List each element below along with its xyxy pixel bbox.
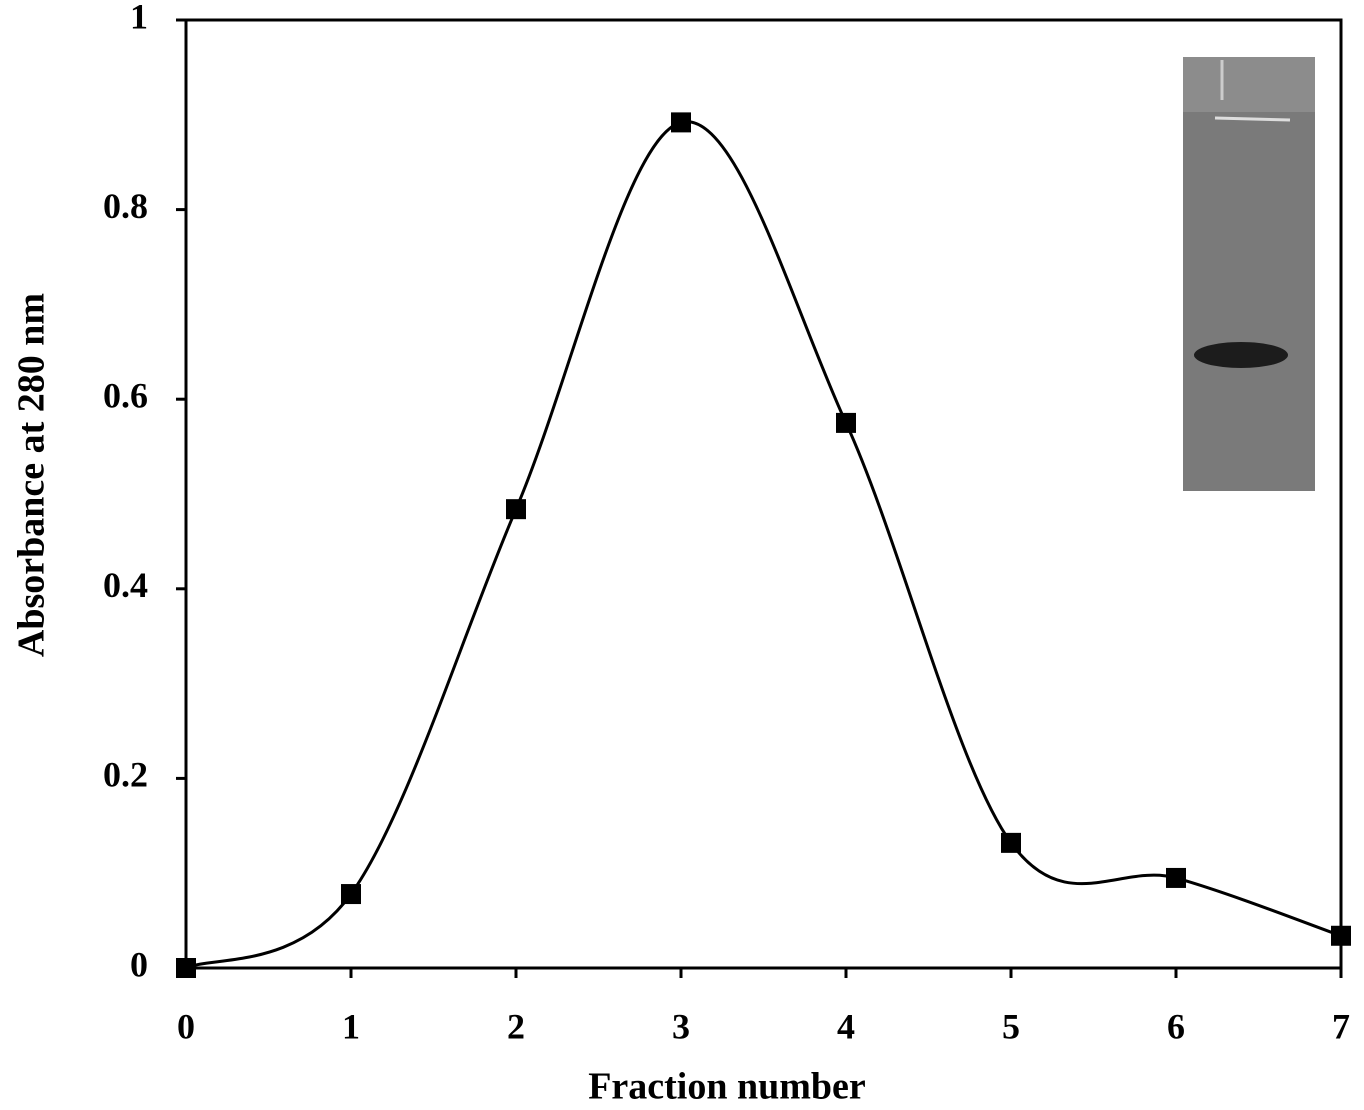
data-point — [176, 958, 196, 978]
data-point — [1331, 925, 1351, 946]
x-tick-label: 6 — [1167, 1006, 1185, 1046]
data-line — [185, 120, 1342, 970]
y-axis-title: Absorbance at 280 nm — [11, 293, 53, 657]
y-tick-label: 0.4 — [103, 565, 148, 605]
data-point — [836, 412, 856, 433]
x-tick-label: 7 — [1332, 1006, 1350, 1046]
y-tick-label: 1 — [130, 0, 148, 36]
gel-background — [1183, 57, 1315, 491]
x-tick-label: 4 — [837, 1006, 855, 1046]
gel-inset — [1183, 57, 1315, 491]
x-tick-label: 0 — [177, 1006, 195, 1046]
x-axis-title: Fraction number — [588, 1066, 866, 1108]
data-point — [1166, 867, 1186, 888]
data-point — [671, 112, 691, 133]
x-tick-label: 3 — [672, 1006, 690, 1046]
x-tick-label: 1 — [342, 1006, 360, 1046]
y-tick-label: 0.2 — [103, 755, 148, 795]
x-tick-label: 2 — [507, 1006, 525, 1046]
y-tick-label: 0.6 — [103, 375, 148, 415]
data-point — [506, 499, 526, 520]
y-tick-label: 0.8 — [103, 186, 148, 226]
data-point — [341, 884, 361, 905]
gel-well-edge — [1214, 116, 1291, 122]
gel-band — [1194, 342, 1288, 368]
gel-well — [1183, 57, 1315, 112]
x-tick-label: 5 — [1002, 1006, 1020, 1046]
data-point — [1001, 832, 1021, 853]
plot-frame — [184, 18, 1343, 970]
y-tick-label: 0 — [130, 944, 148, 984]
